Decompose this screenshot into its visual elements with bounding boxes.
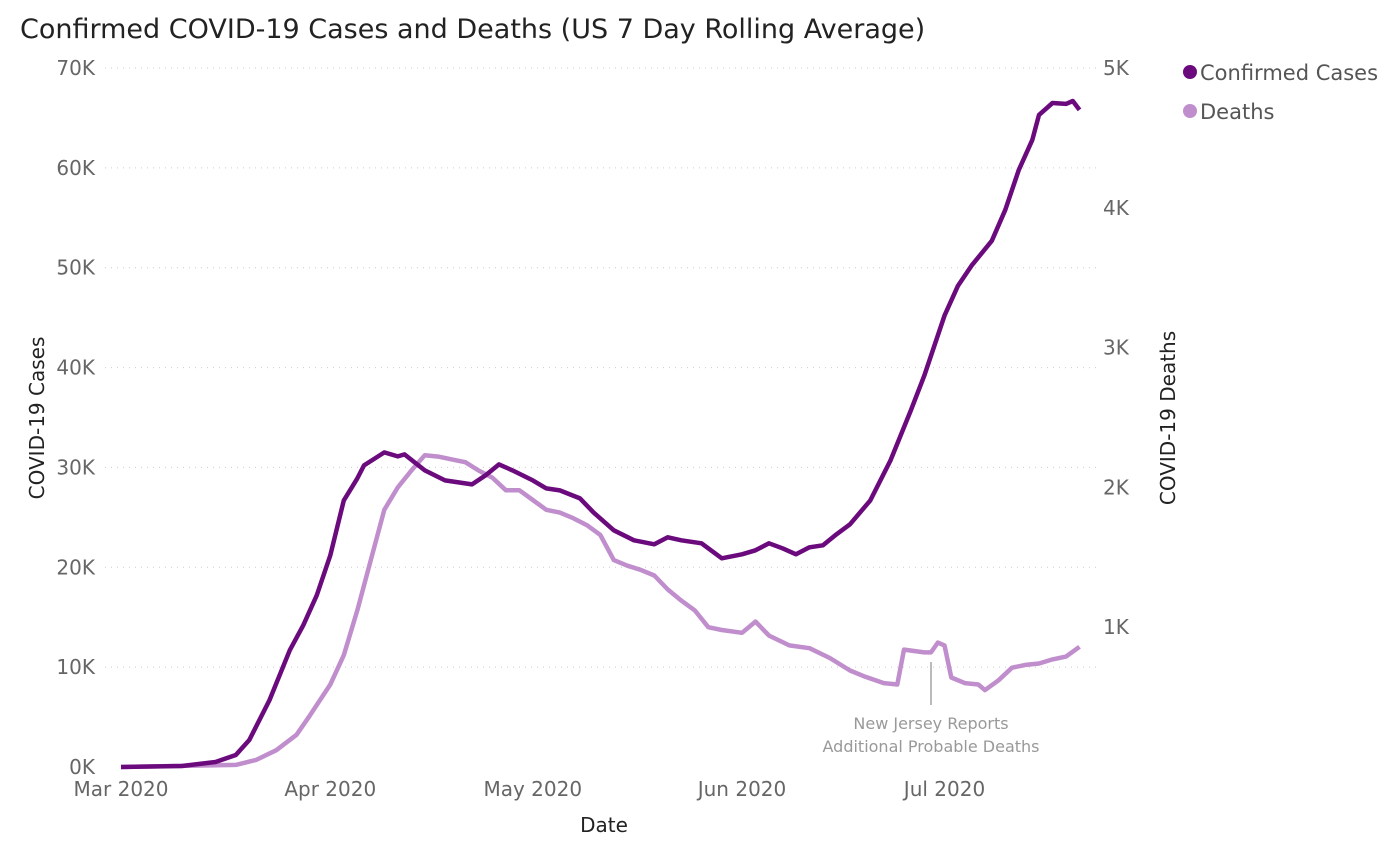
annotation-text: New Jersey Reports bbox=[853, 714, 1008, 733]
y2-tick-label: 5K bbox=[1103, 56, 1130, 80]
y-axis-label: COVID-19 Cases bbox=[25, 337, 49, 500]
x-tick-label: Apr 2020 bbox=[284, 777, 376, 801]
x-axis-label: Date bbox=[580, 813, 628, 837]
annotation-text: Additional Probable Deaths bbox=[823, 737, 1040, 756]
y-tick-label: 50K bbox=[56, 256, 95, 280]
y2-tick-label: 2K bbox=[1103, 475, 1130, 499]
chart-title: Confirmed COVID-19 Cases and Deaths (US … bbox=[20, 14, 925, 45]
legend: Confirmed Cases Deaths bbox=[1183, 61, 1378, 124]
x-tick-label: Mar 2020 bbox=[74, 777, 169, 801]
y2-tick-label: 3K bbox=[1103, 336, 1130, 360]
x-tick-label: Jun 2020 bbox=[696, 777, 787, 801]
y-tick-label: 30K bbox=[56, 455, 95, 479]
series-line-deaths bbox=[120, 452, 1081, 770]
y-tick-label: 0K bbox=[69, 755, 96, 779]
y2-tick-label: 4K bbox=[1103, 196, 1130, 220]
legend-label-cases[interactable]: Confirmed Cases bbox=[1200, 61, 1378, 85]
legend-label-deaths[interactable]: Deaths bbox=[1200, 100, 1274, 124]
y2-tick-label: 1K bbox=[1103, 615, 1130, 639]
y2-axis-label: COVID-19 Deaths bbox=[1156, 331, 1180, 505]
y-tick-label: 20K bbox=[56, 555, 95, 579]
legend-marker-deaths bbox=[1183, 104, 1197, 118]
x-tick-label: Jul 2020 bbox=[902, 777, 985, 801]
series-line-cases bbox=[120, 98, 1082, 770]
legend-marker-cases bbox=[1183, 65, 1197, 79]
y-tick-label: 60K bbox=[56, 156, 95, 180]
y-tick-label: 10K bbox=[56, 655, 95, 679]
x-tick-label: May 2020 bbox=[483, 777, 582, 801]
y-tick-label: 70K bbox=[56, 56, 95, 80]
y-tick-label: 40K bbox=[56, 356, 95, 380]
